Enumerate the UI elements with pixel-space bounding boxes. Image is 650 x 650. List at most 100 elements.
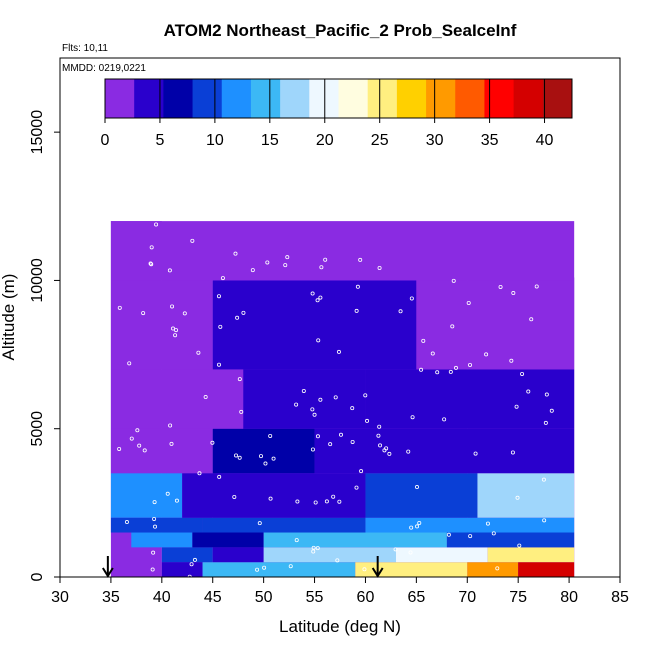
arrow-marker [102, 556, 114, 578]
sample-point [311, 545, 316, 550]
x-tick-label: 40 [153, 589, 171, 606]
sample-point [398, 309, 403, 314]
sample-point [174, 498, 179, 503]
sample-point [377, 265, 382, 270]
sample-point [338, 432, 343, 437]
sample-point [529, 317, 534, 322]
sample-point [250, 268, 255, 273]
sample-point [311, 549, 316, 554]
sample-point [196, 350, 201, 355]
x-tick-label: 85 [611, 589, 629, 606]
x-tick-label: 70 [458, 589, 476, 606]
sample-point [337, 499, 342, 504]
sample-point [190, 238, 195, 243]
y-tick-label: 10000 [29, 258, 46, 303]
sample-point [419, 367, 424, 372]
sample-point [359, 469, 364, 474]
sample-point [313, 500, 318, 505]
heatmap-cell [365, 517, 575, 533]
sample-point [310, 291, 315, 296]
sample-point [335, 558, 340, 563]
heatmap-cell [355, 562, 468, 577]
colorbar-swatch [484, 79, 515, 118]
sample-point [237, 455, 242, 460]
sample-point [323, 257, 328, 262]
sample-point [237, 377, 242, 382]
colorbar-swatch [338, 79, 369, 118]
sample-point [217, 474, 222, 479]
sample-point [255, 567, 260, 572]
sample-point [288, 564, 293, 569]
sample-point [378, 443, 383, 448]
sample-point [124, 520, 129, 525]
sample-point [263, 461, 268, 466]
x-tick-label: 80 [560, 589, 578, 606]
sample-point [468, 534, 473, 539]
sample-point [141, 311, 146, 316]
x-axis-label: Latitude (deg N) [279, 617, 401, 636]
colorbar: 0 5 10 15 20 25 30 35 40 [101, 78, 573, 149]
sample-point [285, 255, 290, 260]
sample-point [189, 562, 194, 567]
sample-point [387, 451, 392, 456]
chart-title: ATOM2 Northeast_Pacific_2 Prob_SeaIceInf [164, 21, 517, 40]
sample-point [350, 406, 355, 411]
sample-point [485, 521, 490, 526]
sample-point [301, 388, 306, 393]
colorbar-swatch [309, 79, 339, 118]
colorbar-swatch [134, 79, 164, 118]
sample-point [171, 326, 176, 331]
flights-annotation: Flts: 10,11 [62, 43, 108, 54]
sample-point [241, 310, 246, 315]
sample-point [336, 349, 341, 354]
sample-point [258, 454, 263, 459]
sample-point [142, 448, 147, 453]
colorbar-tick-label: 35 [481, 132, 499, 149]
sample-point [509, 358, 514, 363]
sample-point [451, 278, 456, 283]
sample-point [406, 449, 411, 454]
x-axis: 30 35 40 45 50 55 60 65 70 75 80 85 [51, 577, 629, 606]
sample-point [376, 433, 381, 438]
sample-point [310, 407, 315, 412]
heatmap-cell [477, 473, 575, 518]
colorbar-tick-label: 30 [426, 132, 444, 149]
sample-point [466, 300, 471, 305]
x-tick-label: 65 [407, 589, 425, 606]
sample-point [362, 567, 367, 572]
sample-point [268, 433, 273, 438]
sample-point [526, 389, 531, 394]
sample-point [310, 447, 315, 452]
sample-point [409, 296, 414, 301]
sample-point [149, 245, 154, 250]
y-axis: 0 5000 10000 15000 [29, 110, 60, 581]
heatmap-cell [161, 562, 203, 577]
sample-points-layer [117, 222, 554, 577]
heatmap-cell [212, 428, 315, 474]
heatmap-cell [110, 280, 213, 370]
sample-point [495, 566, 500, 571]
sample-point [315, 546, 320, 551]
heatmap-cell [263, 532, 447, 548]
sample-point [182, 311, 187, 316]
sample-point [515, 495, 520, 500]
y-tick-label: 5000 [29, 411, 46, 447]
sample-point [358, 257, 363, 262]
colorbar-tick-label: 0 [101, 132, 110, 149]
sample-point [446, 532, 451, 537]
colorbar-tick-label: 25 [371, 132, 389, 149]
colorbar-swatch [396, 79, 427, 118]
sample-point [393, 547, 398, 552]
sample-point [365, 418, 370, 423]
heatmap-cell [182, 473, 366, 518]
sample-point [319, 265, 324, 270]
sample-point [414, 485, 419, 490]
heatmap-cell [212, 280, 417, 370]
colorbar-swatch [367, 79, 398, 118]
x-tick-label: 50 [255, 589, 273, 606]
sample-point [210, 440, 215, 445]
colorbar-swatch [280, 79, 310, 118]
sample-point [363, 393, 368, 398]
sample-point [333, 395, 338, 400]
